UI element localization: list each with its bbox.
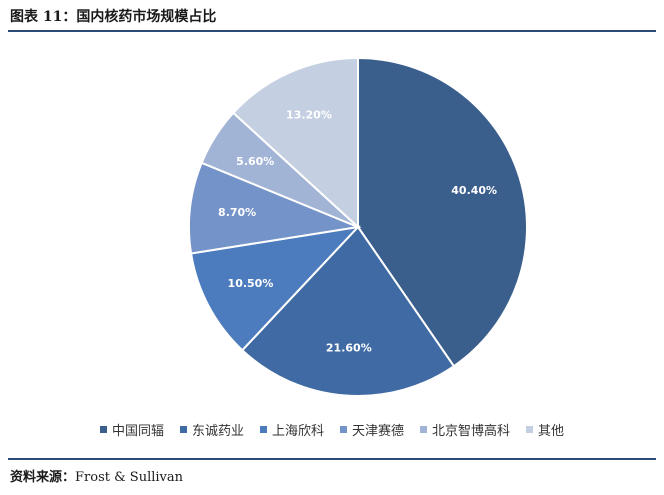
slice-label-6: 13.20% [286,109,332,122]
legend-item: 其他 [526,420,564,439]
slice-label-1: 40.40% [451,184,497,197]
source-value: Frost & Sullivan [75,470,184,485]
pie-slice-2 [240,225,456,397]
legend-label: 北京智博高科 [432,424,511,439]
bottom-rule [8,458,656,460]
figure-title: 图表 11：国内核药市场规模占比 [10,9,217,25]
slice-label-4: 8.70% [218,206,256,219]
legend-swatch [420,426,428,433]
legend-item: 上海欣科 [259,420,324,439]
legend-label: 天津赛德 [352,424,405,439]
source-label: 资料来源： [10,470,76,485]
top-rule [8,30,656,32]
pie-slice-3 [189,225,361,352]
legend-label: 上海欣科 [271,424,324,439]
legend-item: 北京智博高科 [420,420,510,439]
legend-swatch [179,426,187,433]
slice-label-3: 10.50% [228,277,274,290]
legend-label: 其他 [538,424,565,439]
pie-slice-1 [357,56,528,368]
legend-swatch [259,426,267,433]
legend-label: 东诚药业 [191,424,244,439]
legend-swatch [526,426,534,433]
legend-swatch [99,426,107,433]
legend-item: 东诚药业 [179,420,244,439]
slice-label-5: 5.60% [236,155,274,168]
source-note: 资料来源：Frost & Sullivan [10,466,183,485]
slice-label-2: 21.60% [326,341,372,354]
pie-slice-6 [231,56,359,230]
pie-slice-4 [188,161,362,255]
legend-item: 天津赛德 [340,420,404,439]
legend-label: 中国同辐 [111,424,164,439]
chart-legend: 中国同辐 东诚药业 上海欣科 天津赛德 北京智博高科 其他 [0,420,664,439]
legend-swatch [340,426,347,433]
legend-item: 中国同辐 [99,420,164,439]
